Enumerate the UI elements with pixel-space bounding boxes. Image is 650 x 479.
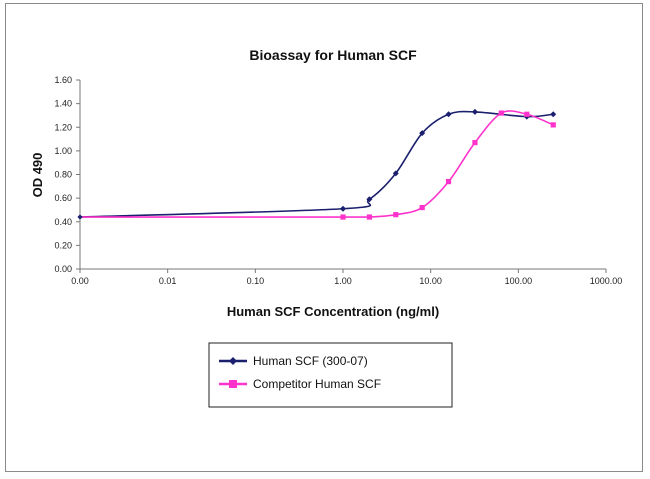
- data-point-series-1: [419, 204, 425, 211]
- legend-box: [208, 342, 453, 408]
- y-tick-label: 1.00: [54, 146, 72, 156]
- legend-marker-1: [229, 380, 237, 388]
- data-point-series-0: [550, 111, 557, 118]
- data-point-series-1: [524, 111, 530, 117]
- legend: Human SCF (300-07) Competitor Human SCF: [208, 342, 453, 408]
- y-axis-title: OD 490: [30, 153, 45, 198]
- x-axis-title: Human SCF Concentration (ng/ml): [227, 304, 439, 319]
- data-point-series-0: [340, 205, 346, 212]
- y-tick-label: 0.80: [54, 170, 72, 180]
- data-point-series-1: [366, 214, 372, 220]
- y-tick-label: 0.00: [54, 264, 72, 274]
- data-point-series-0: [366, 196, 373, 203]
- series-line-1: [79, 110, 554, 218]
- legend-marker-0: [229, 357, 237, 365]
- chart-title: Bioassay for Human SCF: [249, 47, 417, 63]
- data-point-series-1: [445, 178, 452, 185]
- axes: 0.00 0.20 0.40 0.60 0.80 1.00 1.20 1.40 1.60 0.00…: [54, 75, 622, 286]
- x-tick-label: 10.00: [419, 276, 442, 286]
- y-tick-label: 0.60: [54, 193, 72, 203]
- x-tick-label: 1.00: [334, 276, 352, 286]
- data-point-series-0: [471, 108, 478, 115]
- data-point-series-0: [445, 111, 452, 118]
- data-point-series-1: [340, 214, 346, 220]
- y-tick-label: 1.20: [54, 122, 72, 132]
- y-tick-label: 1.60: [54, 75, 72, 85]
- series-line-0: [79, 110, 554, 218]
- data-point-series-0: [392, 170, 399, 177]
- data-point-series-0: [419, 130, 426, 137]
- data-point-baseline: [77, 214, 83, 220]
- y-tick-label: 1.40: [54, 99, 72, 109]
- x-tick-label: 0.10: [247, 276, 265, 286]
- x-tick-label: 1000.00: [590, 276, 623, 286]
- legend-label-0: Human SCF (300-07): [253, 354, 368, 368]
- x-tick-label: 0.01: [159, 276, 177, 286]
- series-lines: [77, 108, 557, 220]
- legend-label-1: Competitor Human SCF: [253, 377, 381, 391]
- y-tick-label: 0.40: [54, 217, 72, 227]
- x-tick-label: 100.00: [505, 276, 533, 286]
- data-point-series-1: [393, 212, 399, 218]
- x-tick-label: 0.00: [71, 276, 89, 286]
- data-point-series-1: [550, 122, 556, 128]
- data-point-series-1: [472, 140, 478, 146]
- data-point-series-1: [498, 110, 504, 116]
- y-tick-label: 0.20: [54, 240, 72, 250]
